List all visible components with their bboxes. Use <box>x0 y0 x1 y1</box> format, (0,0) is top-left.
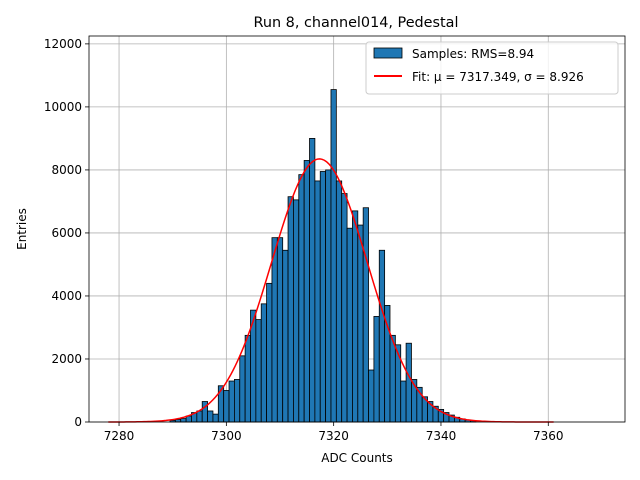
fit-curve <box>108 158 554 423</box>
histogram-bar <box>293 199 300 423</box>
histogram-bar <box>260 303 267 423</box>
x-axis-label: ADC Counts <box>321 451 393 465</box>
histogram-bar <box>352 210 359 423</box>
histogram-bar <box>212 413 219 423</box>
y-tick-label: 12000 <box>44 37 82 51</box>
histogram-bar <box>341 193 348 423</box>
histogram-bar <box>266 282 273 423</box>
histogram-bar <box>196 410 203 423</box>
histogram-bar <box>330 89 337 423</box>
y-tick-label: 4000 <box>51 289 82 303</box>
histogram-bar <box>271 237 278 423</box>
histogram-bar <box>346 227 353 423</box>
y-tick-label: 2000 <box>51 352 82 366</box>
histogram-bar <box>362 207 369 423</box>
histogram-bar <box>384 305 391 423</box>
histogram-bar <box>244 334 251 423</box>
histogram-bar <box>180 418 187 423</box>
x-axis-ticks: 7280 7300 7320 7340 7360 <box>104 422 564 443</box>
y-tick-label: 0 <box>74 415 82 429</box>
histogram-bar <box>373 316 380 423</box>
histogram-bar <box>207 410 214 423</box>
histogram-bar <box>223 390 230 423</box>
y-tick-label: 10000 <box>44 100 82 114</box>
histogram-bar <box>357 224 364 423</box>
histogram-bar <box>276 237 284 423</box>
histogram-bar <box>228 380 235 423</box>
y-tick-label: 8000 <box>51 163 82 177</box>
histogram-bar <box>368 369 375 423</box>
histogram-bars <box>169 89 477 423</box>
y-axis-label: Entries <box>15 208 29 250</box>
x-tick-label: 7360 <box>533 429 564 443</box>
legend: Samples: RMS=8.94 Fit: μ = 7317.349, σ =… <box>365 41 619 95</box>
x-tick-label: 7280 <box>104 429 135 443</box>
legend-box <box>365 41 619 95</box>
y-axis-ticks: 0 2000 4000 6000 8000 10000 12000 <box>44 37 89 429</box>
x-tick-label: 7320 <box>318 429 349 443</box>
histogram-bar <box>335 180 343 423</box>
histogram-bar <box>378 249 386 423</box>
histogram-bar <box>287 196 294 423</box>
x-tick-label: 7300 <box>211 429 242 443</box>
histogram-bar <box>309 138 316 423</box>
histogram-bar <box>282 249 289 423</box>
histogram-bar <box>405 342 412 423</box>
legend-samples-label: Samples: RMS=8.94 <box>412 47 534 61</box>
histogram-bar <box>389 334 396 423</box>
histogram-bar <box>325 169 332 423</box>
histogram-bar <box>319 171 327 423</box>
histogram-bar <box>239 355 246 423</box>
histogram-bar <box>314 180 321 423</box>
chart-title: Run 8, channel014, Pedestal <box>254 15 459 31</box>
legend-samples-swatch <box>373 47 403 59</box>
histogram-bar <box>234 379 241 423</box>
y-tick-label: 6000 <box>51 226 82 240</box>
histogram-bar <box>303 160 310 423</box>
x-tick-label: 7340 <box>426 429 457 443</box>
histogram-bar <box>255 319 262 423</box>
histogram-bar <box>298 174 305 423</box>
legend-fit-label: Fit: μ = 7317.349, σ = 8.926 <box>412 70 584 84</box>
histogram-bar <box>400 380 407 423</box>
plot-frame <box>88 35 626 423</box>
